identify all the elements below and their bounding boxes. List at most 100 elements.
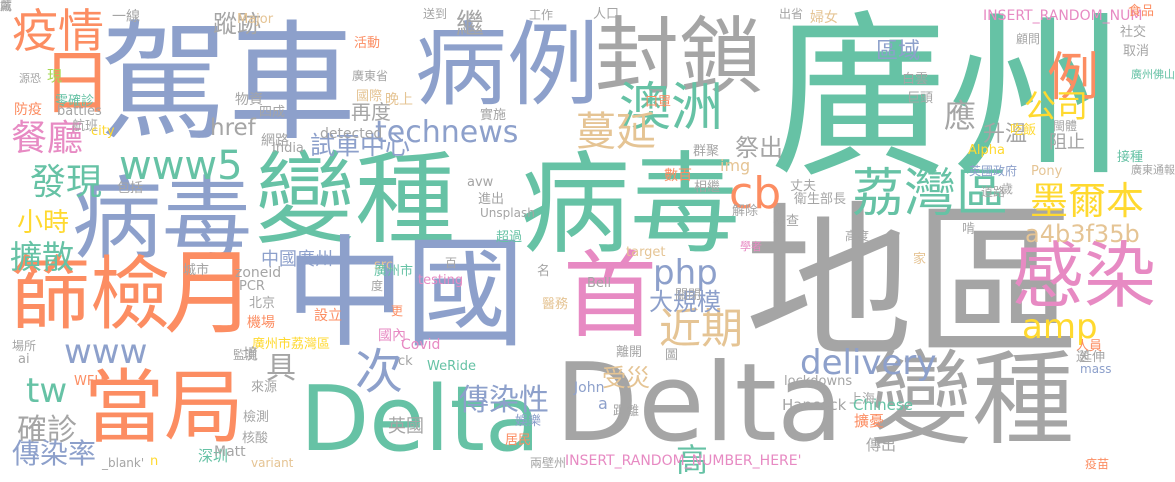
cloud-word: testing (418, 273, 464, 288)
cloud-word: 再度 (351, 100, 391, 124)
cloud-word: 近期 (659, 304, 744, 353)
cloud-word: 衛生部長 (794, 192, 847, 207)
cloud-word: zoneid (235, 265, 282, 281)
cloud-word: battles (57, 104, 102, 119)
cloud-word: 接種 (1117, 150, 1144, 165)
cloud-word: n (150, 454, 159, 469)
cloud-word: 城市 (183, 263, 210, 278)
cloud-word: 兩壁州 (530, 456, 567, 470)
cloud-word: 英國政府 (969, 164, 1018, 178)
cloud-word: 巨頭 (907, 91, 934, 106)
cloud-word: 超過 (496, 230, 523, 245)
cloud-word: tw (26, 371, 68, 411)
cloud-word: 深圳 (198, 447, 229, 465)
cloud-word: 閩體 (1053, 119, 1078, 133)
cloud-word: mass (1080, 362, 1112, 376)
cloud-word: Delta (300, 367, 541, 472)
cloud-word: 封鎖 (595, 8, 764, 106)
cloud-word: Chinese (853, 396, 913, 414)
cloud-word: 口罩 (645, 95, 672, 110)
cloud-word: city (91, 124, 115, 139)
cloud-word: 實施 (480, 108, 507, 123)
cloud-word: 感染 (1012, 234, 1157, 318)
cloud-word: 吃飯 (1010, 123, 1037, 138)
cloud-word: 厲 (0, 0, 13, 13)
cloud-word: WeRide (427, 359, 476, 374)
cloud-word: 道路 (981, 185, 1006, 199)
cloud-word: 群聚 (693, 144, 720, 159)
cloud-word: 進出 (478, 192, 505, 207)
cloud-word: 應 (944, 97, 977, 135)
cloud-word: technews (375, 115, 519, 150)
cloud-word: Unsplash (480, 206, 535, 220)
cloud-word: www5 (119, 143, 243, 189)
cloud-word: 國際 (356, 89, 383, 104)
cloud-word: 澳洲 (619, 78, 724, 138)
cloud-word: 檢查 (773, 214, 800, 229)
cloud-word: 擴散 (10, 238, 75, 276)
cloud-word: 網路 (261, 133, 289, 149)
cloud-word: 度 (371, 279, 384, 293)
cloud-word: 荔灣區 (852, 164, 1009, 224)
cloud-word: Covid (401, 337, 441, 353)
cloud-word: 廣州市荔灣區 (252, 337, 331, 352)
cloud-word: 解除 (732, 204, 759, 219)
cloud-word: 航班 (72, 119, 99, 134)
cloud-word: John (574, 380, 605, 396)
cloud-word: 出省 (779, 7, 804, 21)
cloud-word: 月 (164, 240, 257, 347)
cloud-word: Matt (214, 444, 246, 460)
cloud-word: detected (320, 126, 383, 142)
cloud-word: 關閉 (675, 288, 702, 303)
cloud-word: 送到 (423, 7, 448, 21)
cloud-word: 監測 (233, 348, 258, 362)
cloud-word: 更 (391, 304, 404, 318)
cloud-word: 區域 (876, 39, 921, 64)
cloud-word: 醫務 (542, 297, 569, 312)
cloud-word: 公司 (1024, 87, 1089, 125)
cloud-word: 蹤跡 (213, 10, 261, 38)
cloud-word: ai (18, 352, 30, 367)
cloud-word: 廣東通報 (1131, 164, 1175, 177)
cloud-word: 人口 (593, 7, 620, 22)
cloud-word: 大規模 (649, 288, 721, 316)
cloud-word: 顧問 (1016, 32, 1041, 46)
cloud-word: 疫情 (12, 4, 104, 58)
cloud-word: Bell (587, 276, 612, 291)
cloud-word: a (598, 394, 608, 413)
cloud-word: 丈夫 (790, 179, 817, 194)
cloud-word: _blank' (102, 456, 145, 470)
cloud-word: 上海 (849, 392, 876, 407)
cloud-word: 圖 (665, 348, 679, 363)
cloud-word: 當局 (84, 361, 244, 454)
cloud-word: www (64, 332, 148, 372)
cloud-word: 離開 (616, 345, 643, 360)
cloud-word: 阻止 (1049, 132, 1085, 153)
cloud-word: 防疫 (14, 102, 42, 118)
cloud-word: 包括 (117, 181, 144, 196)
cloud-word: 高度 (845, 229, 870, 243)
cloud-word: 變種 (255, 141, 455, 258)
cloud-word: 墨爾本 (1030, 179, 1145, 223)
cloud-word: 距離 (613, 404, 640, 419)
cloud-word: 中國 (285, 225, 525, 364)
cloud-word: a4b3f35b (1025, 220, 1140, 248)
cloud-word: 祭出 (735, 134, 783, 162)
cloud-word: 確診 (17, 413, 77, 448)
cloud-word: 病例 (415, 12, 600, 119)
cloud-word: href (210, 115, 256, 141)
cloud-word: 娛樂 (515, 414, 542, 429)
cloud-word: 核酸 (242, 431, 269, 446)
cloud-word: cb (729, 168, 782, 219)
cloud-word: 國內 (378, 328, 406, 344)
cloud-word: 四成 (259, 105, 286, 120)
cloud-word: 擴憂 (854, 412, 885, 430)
cloud-word: 取消 (1123, 44, 1150, 59)
cloud-word: 首 (563, 242, 658, 351)
cloud-word: src (374, 258, 393, 273)
cloud-word: 中國廣州 (261, 249, 333, 270)
cloud-word: delivery (800, 343, 937, 383)
cloud-word: amp (1022, 307, 1098, 347)
cloud-word: 送 (1076, 350, 1090, 365)
